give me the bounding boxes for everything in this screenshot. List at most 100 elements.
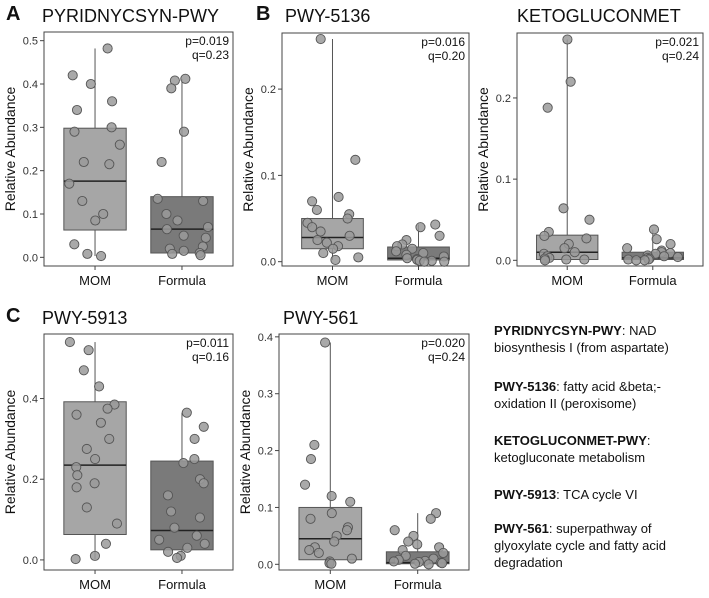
panel-letter-b: B (256, 3, 270, 25)
data-point (415, 222, 426, 233)
legend-item-name: PWY-561 (494, 521, 549, 536)
data-point (166, 506, 177, 517)
legend-item-desc: : NAD biosynthesis I (from aspartate) (494, 323, 669, 355)
data-point (81, 502, 92, 513)
plot-frame (278, 333, 470, 571)
data-point (439, 256, 450, 267)
data-point (434, 230, 445, 241)
chart-panel: PWY-561 Relative Abundance 0.0 0.1 0.2 0.3 0.4… (237, 308, 470, 592)
y-tick-label: 0.4 (23, 394, 38, 406)
data-point (309, 439, 320, 450)
data-point (345, 496, 356, 507)
data-point (622, 243, 633, 254)
data-point (72, 470, 83, 481)
data-point (672, 252, 683, 263)
y-tick-label: 0.1 (496, 174, 511, 186)
data-point (154, 534, 165, 545)
data-point (542, 102, 553, 113)
data-point (353, 252, 364, 263)
y-axis-label: Relative Abundance (240, 87, 256, 212)
data-point (77, 195, 88, 207)
data-point (104, 433, 115, 444)
y-tick-label: 0.1 (261, 170, 276, 182)
data-point (172, 215, 183, 226)
data-point (579, 254, 590, 265)
data-point (71, 104, 83, 116)
data-point (539, 255, 551, 266)
data-point (327, 243, 339, 254)
data-point (166, 83, 177, 94)
data-point (659, 251, 670, 262)
y-tick-label: 0.0 (23, 252, 38, 264)
data-point (346, 553, 357, 564)
data-point (81, 443, 92, 455)
data-point (665, 239, 676, 250)
data-point (114, 139, 125, 150)
legend-item-desc: : TCA cycle VI (556, 487, 638, 502)
y-tick-label: 0.0 (496, 255, 511, 267)
data-point (389, 525, 400, 536)
data-point (102, 403, 113, 414)
x-tick-label: MOM (79, 273, 111, 288)
stats-label: q=0.20 (428, 49, 465, 63)
data-point (182, 542, 193, 553)
data-point (198, 195, 209, 207)
charts-group: PYRIDNYCSYN-PWY Relative Abundance 0.0 0.1 0… (2, 6, 704, 592)
plot-frame (43, 31, 234, 267)
y-axis-label: Relative Abundance (2, 390, 18, 515)
data-point (202, 221, 214, 233)
y-tick-label: 0.4 (23, 79, 38, 91)
data-point (307, 222, 318, 233)
data-point (631, 255, 642, 266)
legend-item-name: KETOGLUCONMET-PWY (494, 433, 647, 448)
stats-label: p=0.011 (186, 336, 229, 350)
x-tick-label: Formula (158, 577, 206, 592)
stats-label: q=0.23 (192, 48, 229, 62)
data-point (639, 255, 650, 266)
data-point (402, 253, 413, 264)
data-point (89, 478, 100, 489)
stats-label: q=0.24 (428, 350, 465, 364)
x-tick-label: MOM (314, 577, 346, 592)
y-tick-label: 0.4 (258, 332, 273, 344)
data-point (330, 254, 341, 266)
data-point (96, 250, 107, 262)
legend-item-desc: : ketogluconate metabolism (494, 433, 651, 465)
data-point (98, 208, 109, 220)
data-point (78, 156, 89, 168)
data-point (85, 78, 96, 90)
data-point (167, 248, 178, 259)
data-point (305, 454, 317, 465)
data-point (181, 407, 192, 418)
x-tick-label: MOM (79, 577, 111, 592)
data-point (425, 513, 436, 524)
data-point (388, 556, 399, 567)
data-point (565, 76, 576, 87)
x-tick-label: Formula (158, 273, 206, 288)
data-point (199, 538, 210, 549)
y-tick-label: 0.2 (496, 93, 511, 105)
data-point (171, 552, 183, 563)
x-tick-label: MOM (551, 273, 583, 288)
data-point (318, 248, 329, 259)
y-tick-label: 0.2 (258, 446, 273, 458)
x-tick-label: Formula (629, 273, 677, 288)
y-tick-label: 0.2 (23, 166, 38, 178)
data-point (162, 490, 174, 501)
data-point (584, 214, 595, 225)
data-point (189, 454, 200, 465)
data-point (326, 508, 337, 519)
plot-frame (43, 333, 234, 571)
data-point (195, 250, 206, 261)
y-tick-label: 0.2 (261, 84, 276, 96)
chart-title: PWY-5136 (285, 6, 370, 26)
data-point (437, 558, 448, 569)
stats-label: q=0.16 (192, 350, 229, 364)
y-tick-label: 0.0 (23, 555, 38, 567)
data-point (304, 545, 315, 556)
legend-item-name: PWY-5913 (494, 487, 557, 502)
data-point (539, 230, 550, 242)
chart-panel: KETOGLUCONMET Relative Abundance 0.0 0.1 0.2… (475, 6, 704, 288)
data-point (64, 178, 75, 189)
stats-label: q=0.24 (662, 49, 699, 63)
